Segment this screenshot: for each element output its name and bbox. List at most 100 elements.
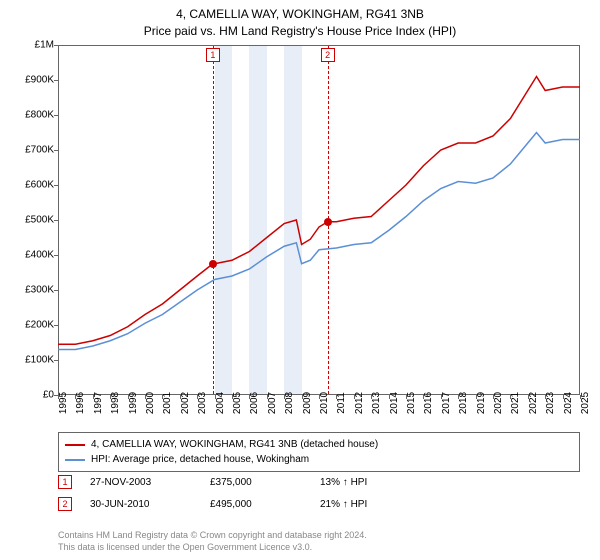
y-tick-label: £300K [25,285,54,296]
x-tick-mark [232,395,233,399]
x-tick-label: 2001 [162,392,173,414]
x-tick-label: 2024 [563,392,574,414]
tx-price: £375,000 [210,477,320,488]
x-tick-label: 1999 [128,392,139,414]
tx-date: 27-NOV-2003 [90,477,210,488]
plot-area: 12 £0£100K£200K£300K£400K£500K£600K£700K… [58,45,580,395]
footer-line2: This data is licensed under the Open Gov… [58,542,367,554]
x-tick-label: 2012 [354,392,365,414]
x-tick-label: 1998 [110,392,121,414]
x-tick-mark [128,395,129,399]
y-tick-label: £200K [25,320,54,331]
x-tick-mark [406,395,407,399]
x-tick-mark [162,395,163,399]
chart-title-area: 4, CAMELLIA WAY, WOKINGHAM, RG41 3NB Pri… [0,0,600,40]
legend: 4, CAMELLIA WAY, WOKINGHAM, RG41 3NB (de… [58,432,580,472]
x-tick-label: 2005 [232,392,243,414]
x-tick-mark [302,395,303,399]
x-tick-label: 1996 [75,392,86,414]
x-tick-mark [545,395,546,399]
x-tick-mark [354,395,355,399]
y-tick-mark [54,255,58,256]
x-tick-mark [371,395,372,399]
y-tick-mark [54,290,58,291]
y-tick-label: £800K [25,110,54,121]
y-tick-mark [54,360,58,361]
series-hpi [58,133,580,350]
x-tick-label: 2003 [197,392,208,414]
tx-marker-box-2: 2 [321,48,335,62]
tx-pct: 21% ↑ HPI [320,499,400,510]
x-tick-mark [336,395,337,399]
tx-dot-2 [324,218,332,226]
y-tick-label: £700K [25,145,54,156]
x-tick-mark [75,395,76,399]
legend-row-hpi: HPI: Average price, detached house, Woki… [65,452,573,467]
x-tick-label: 2008 [284,392,295,414]
x-tick-label: 2023 [545,392,556,414]
x-tick-mark [493,395,494,399]
x-tick-label: 2018 [458,392,469,414]
y-tick-label: £1M [35,40,54,51]
x-tick-mark [441,395,442,399]
x-tick-label: 2000 [145,392,156,414]
y-tick-label: £400K [25,250,54,261]
y-tick-label: £100K [25,355,54,366]
x-tick-mark [249,395,250,399]
x-tick-label: 2011 [336,392,347,414]
tx-marker-box-1: 1 [206,48,220,62]
y-tick-mark [54,45,58,46]
tx-row-1: 1 27-NOV-2003£375,00013% ↑ HPI [58,475,400,489]
y-tick-label: £0 [43,390,54,401]
tx-pct: 13% ↑ HPI [320,477,400,488]
y-tick-mark [54,115,58,116]
x-tick-label: 2010 [319,392,330,414]
x-tick-label: 2019 [476,392,487,414]
y-tick-mark [54,325,58,326]
tx-date: 30-JUN-2010 [90,499,210,510]
x-tick-label: 1995 [58,392,69,414]
x-tick-label: 2015 [406,392,417,414]
tx-row-2: 2 30-JUN-2010£495,00021% ↑ HPI [58,497,400,511]
tx-row-marker: 1 [58,475,72,489]
x-tick-label: 2022 [528,392,539,414]
y-tick-label: £500K [25,215,54,226]
x-tick-mark [145,395,146,399]
x-tick-mark [93,395,94,399]
chart-title-line2: Price paid vs. HM Land Registry's House … [0,23,600,40]
x-tick-mark [476,395,477,399]
x-tick-label: 2013 [371,392,382,414]
x-tick-label: 2025 [580,392,591,414]
tx-row-marker: 2 [58,497,72,511]
y-tick-label: £600K [25,180,54,191]
x-tick-label: 2017 [441,392,452,414]
legend-label-property: 4, CAMELLIA WAY, WOKINGHAM, RG41 3NB (de… [91,437,378,452]
x-tick-mark [215,395,216,399]
legend-swatch-property [65,444,85,446]
y-tick-mark [54,80,58,81]
chart-title-line1: 4, CAMELLIA WAY, WOKINGHAM, RG41 3NB [0,6,600,23]
x-tick-mark [180,395,181,399]
series-property [58,77,580,345]
x-tick-label: 2016 [423,392,434,414]
x-tick-label: 2009 [302,392,313,414]
x-tick-mark [110,395,111,399]
tx-price: £495,000 [210,499,320,510]
x-tick-mark [284,395,285,399]
x-tick-mark [528,395,529,399]
x-tick-mark [458,395,459,399]
x-tick-mark [389,395,390,399]
x-tick-mark [510,395,511,399]
x-tick-label: 2020 [493,392,504,414]
x-tick-label: 2002 [180,392,191,414]
line-layer [58,45,580,395]
legend-swatch-hpi [65,459,85,461]
legend-label-hpi: HPI: Average price, detached house, Woki… [91,452,309,467]
legend-row-property: 4, CAMELLIA WAY, WOKINGHAM, RG41 3NB (de… [65,437,573,452]
x-tick-label: 2014 [389,392,400,414]
x-tick-mark [563,395,564,399]
x-tick-mark [197,395,198,399]
x-tick-mark [580,395,581,399]
y-tick-mark [54,220,58,221]
footer-line1: Contains HM Land Registry data © Crown c… [58,530,367,542]
